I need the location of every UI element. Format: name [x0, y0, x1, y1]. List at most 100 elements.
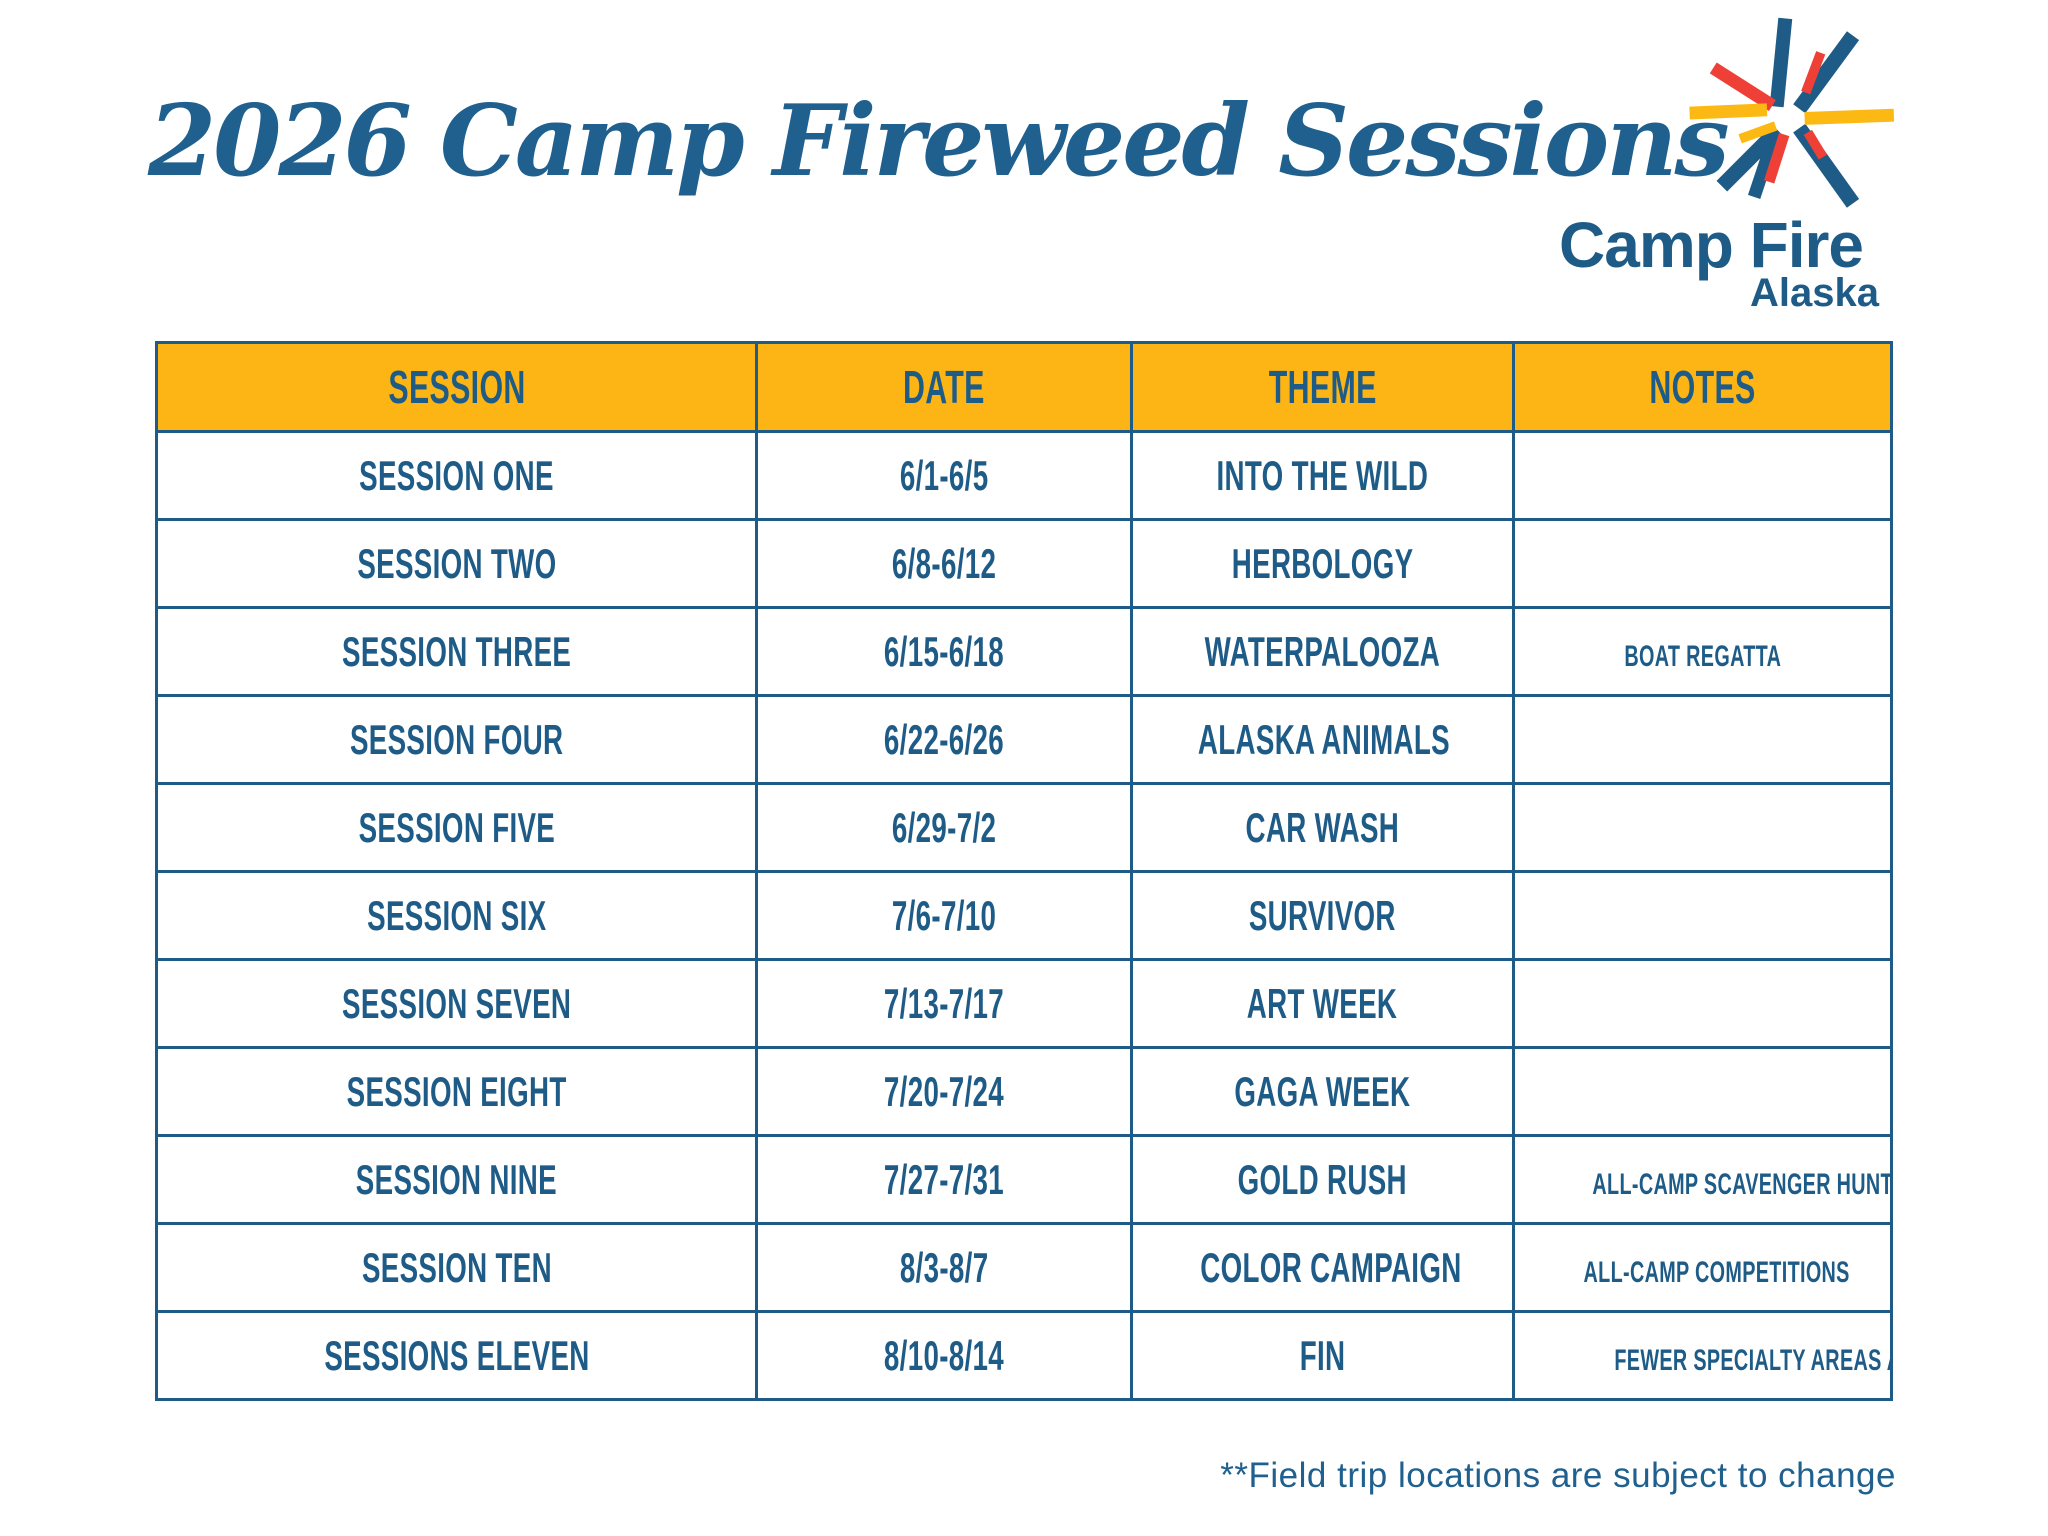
notes-cell: BOAT REGATTA — [1511, 606, 1894, 697]
column-header-notes: NOTES — [1511, 341, 1894, 433]
date-cell-text: 7/27-7/31 — [884, 1155, 1005, 1203]
date-cell-text: 7/6-7/10 — [892, 891, 997, 939]
column-header-theme: THEME — [1130, 341, 1515, 433]
date-cell-text: 7/20-7/24 — [884, 1067, 1005, 1115]
theme-cell: ART WEEK — [1130, 958, 1515, 1049]
brand-wordmark: Camp Fire — [1559, 209, 1864, 281]
date-cell: 7/27-7/31 — [755, 1134, 1134, 1225]
date-cell: 6/22-6/26 — [755, 694, 1134, 785]
table-row: SESSION FOUR 6/22-6/26 ALASKA ANIMALS — [154, 694, 1894, 785]
table-row: SESSIONS ELEVEN 8/10-8/14 FIN FEWER SPEC… — [154, 1310, 1894, 1401]
theme-cell: SURVIVOR — [1130, 870, 1515, 961]
session-cell-text: SESSION SIX — [367, 891, 547, 939]
session-cell: SESSION SEVEN — [154, 958, 759, 1049]
sessions-table: SESSION DATE THEME NOTES SESSION ONE 6/1… — [154, 341, 1894, 1401]
date-cell: 6/29-7/2 — [755, 782, 1134, 873]
notes-cell: ALL-CAMP SCAVENGER HUNT — [1511, 1134, 1894, 1225]
date-cell-text: 6/29-7/2 — [892, 803, 997, 851]
session-cell: SESSION NINE — [154, 1134, 759, 1225]
theme-cell-text: FIN — [1299, 1331, 1346, 1379]
session-cell: SESSION SIX — [154, 870, 759, 961]
notes-cell: FEWER SPECIALTY AREAS AVAILABLE — [1511, 1310, 1894, 1401]
session-cell: SESSION TEN — [154, 1222, 759, 1313]
theme-cell-text: HERBOLOGY — [1231, 539, 1414, 587]
date-cell: 7/20-7/24 — [755, 1046, 1134, 1137]
starburst-icon — [1689, 17, 1895, 208]
date-cell-text: 6/8-6/12 — [892, 539, 997, 587]
theme-cell-text: GAGA WEEK — [1234, 1067, 1411, 1115]
footnote: **Field trip locations are subject to ch… — [1220, 1456, 1896, 1495]
table-row: SESSION SEVEN 7/13-7/17 ART WEEK — [154, 958, 1894, 1049]
session-cell-text: SESSION EIGHT — [346, 1067, 567, 1115]
session-cell: SESSION FOUR — [154, 694, 759, 785]
sessions-table-body: SESSION ONE 6/1-6/5 INTO THE WILD SESSIO… — [154, 430, 1894, 1401]
session-cell: SESSION EIGHT — [154, 1046, 759, 1137]
session-cell: SESSION THREE — [154, 606, 759, 697]
notes-cell — [1511, 430, 1894, 521]
table-row: SESSION SIX 7/6-7/10 SURVIVOR — [154, 870, 1894, 961]
column-header-session: SESSION — [154, 341, 759, 433]
column-header-date: DATE — [755, 341, 1134, 433]
theme-cell: INTO THE WILD — [1130, 430, 1515, 521]
session-cell: SESSIONS ELEVEN — [154, 1310, 759, 1401]
notes-cell-text: ALL-CAMP SCAVENGER HUNT — [1592, 1167, 1892, 1201]
theme-cell: GAGA WEEK — [1130, 1046, 1515, 1137]
notes-cell-text: ALL-CAMP COMPETITIONS — [1583, 1255, 1850, 1289]
date-cell: 7/13-7/17 — [755, 958, 1134, 1049]
table-row: SESSION ONE 6/1-6/5 INTO THE WILD — [154, 430, 1894, 521]
theme-cell-text: INTO THE WILD — [1216, 451, 1429, 499]
theme-cell-text: ALASKA ANIMALS — [1197, 715, 1451, 763]
table-header-row: SESSION DATE THEME NOTES — [154, 341, 1894, 433]
theme-cell-text: SURVIVOR — [1248, 891, 1396, 939]
notes-cell — [1511, 694, 1894, 785]
date-cell-text: 7/13-7/17 — [884, 979, 1005, 1027]
session-cell-text: SESSION NINE — [356, 1155, 558, 1203]
theme-cell-text: ART WEEK — [1247, 979, 1398, 1027]
date-cell-text: 6/1-6/5 — [899, 451, 989, 499]
theme-cell: GOLD RUSH — [1130, 1134, 1515, 1225]
table-row: SESSION FIVE 6/29-7/2 CAR WASH — [154, 782, 1894, 873]
theme-cell: FIN — [1130, 1310, 1515, 1401]
date-cell-text: 6/22-6/26 — [884, 715, 1005, 763]
date-cell: 7/6-7/10 — [755, 870, 1134, 961]
notes-cell — [1511, 1046, 1894, 1137]
date-cell-text: 8/3-8/7 — [899, 1243, 989, 1291]
theme-cell-text: GOLD RUSH — [1237, 1155, 1408, 1203]
session-cell-text: SESSION THREE — [342, 627, 572, 675]
notes-cell — [1511, 782, 1894, 873]
table-row: SESSION TWO 6/8-6/12 HERBOLOGY — [154, 518, 1894, 609]
date-cell: 8/3-8/7 — [755, 1222, 1134, 1313]
date-cell: 6/15-6/18 — [755, 606, 1134, 697]
session-cell-text: SESSION TWO — [357, 539, 557, 587]
table-row: SESSION EIGHT 7/20-7/24 GAGA WEEK — [154, 1046, 1894, 1137]
notes-cell-text: BOAT REGATTA — [1623, 639, 1781, 673]
session-cell-text: SESSIONS ELEVEN — [324, 1331, 590, 1379]
table-row: SESSION TEN 8/3-8/7 COLOR CAMPAIGN ALL-C… — [154, 1222, 1894, 1313]
session-cell-text: SESSION FOUR — [349, 715, 564, 763]
table-row: SESSION THREE 6/15-6/18 WATERPALOOZA BOA… — [154, 606, 1894, 697]
date-cell: 6/1-6/5 — [755, 430, 1134, 521]
session-cell-text: SESSION FIVE — [358, 803, 555, 851]
session-cell-text: SESSION TEN — [361, 1243, 552, 1291]
theme-cell: ALASKA ANIMALS — [1130, 694, 1515, 785]
date-cell: 6/8-6/12 — [755, 518, 1134, 609]
session-cell: SESSION ONE — [154, 430, 759, 521]
theme-cell: WATERPALOOZA — [1130, 606, 1515, 697]
session-cell-text: SESSION ONE — [359, 451, 554, 499]
brand-region: Alaska — [1750, 271, 1879, 315]
session-cell: SESSION FIVE — [154, 782, 759, 873]
notes-cell-text: FEWER SPECIALTY AREAS AVAILABLE — [1614, 1343, 1888, 1377]
theme-cell-text: COLOR CAMPAIGN — [1200, 1243, 1462, 1291]
theme-cell-text: WATERPALOOZA — [1204, 627, 1441, 675]
notes-cell — [1511, 958, 1894, 1049]
date-cell-text: 8/10-8/14 — [884, 1331, 1005, 1379]
notes-cell — [1511, 870, 1894, 961]
theme-cell: HERBOLOGY — [1130, 518, 1515, 609]
page-title: 2026 Camp Fireweed Sessions — [148, 84, 1730, 199]
camp-fire-alaska-logo: Camp Fire Alaska — [1553, 12, 1899, 313]
theme-cell-text: CAR WASH — [1245, 803, 1400, 851]
notes-cell: ALL-CAMP COMPETITIONS — [1511, 1222, 1894, 1313]
date-cell: 8/10-8/14 — [755, 1310, 1134, 1401]
notes-cell — [1511, 518, 1894, 609]
